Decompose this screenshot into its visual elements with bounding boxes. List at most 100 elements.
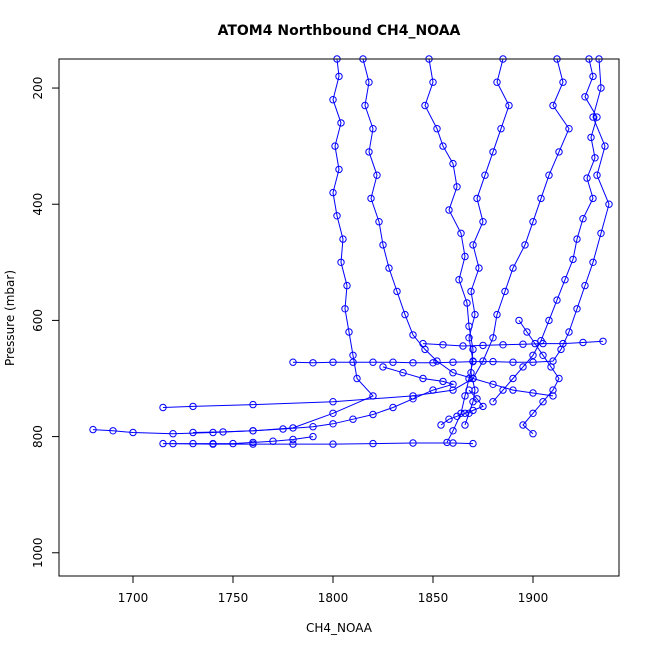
data-point xyxy=(461,252,469,261)
series-line-2 xyxy=(362,58,554,397)
data-point xyxy=(605,200,613,208)
x-axis: 1700 1750 1800 1850 1900 xyxy=(118,575,549,605)
data-point xyxy=(349,415,357,423)
data-point xyxy=(519,363,527,371)
data-point xyxy=(339,235,347,243)
data-point xyxy=(569,255,577,264)
data-point xyxy=(309,423,317,431)
data-point xyxy=(479,341,487,350)
data-point xyxy=(529,351,537,359)
data-point xyxy=(329,420,337,428)
data-point xyxy=(471,310,479,319)
data-point xyxy=(529,409,537,417)
data-point xyxy=(553,296,561,304)
data-point xyxy=(529,218,537,226)
data-point xyxy=(409,392,417,400)
data-point xyxy=(189,402,197,411)
data-point xyxy=(489,148,497,156)
data-point xyxy=(189,439,197,448)
data-point xyxy=(433,357,441,365)
data-point xyxy=(461,409,469,417)
chart-title: ATOM4 Northbound CH4_NOAA xyxy=(218,23,461,39)
data-point xyxy=(329,358,337,366)
data-point xyxy=(389,403,397,412)
data-point xyxy=(589,72,597,81)
data-point xyxy=(289,440,297,448)
data-point xyxy=(539,398,547,406)
data-point xyxy=(375,218,383,226)
data-point xyxy=(479,402,487,411)
data-point xyxy=(309,359,317,367)
data-point xyxy=(249,427,257,435)
data-point xyxy=(469,241,477,249)
data-point xyxy=(439,341,447,349)
data-point xyxy=(475,264,483,272)
data-point xyxy=(469,357,477,366)
data-point xyxy=(599,337,607,345)
plot-frame xyxy=(58,58,620,577)
data-point xyxy=(489,398,497,406)
data-point xyxy=(249,400,257,409)
data-point xyxy=(469,345,477,354)
data-point xyxy=(559,339,567,348)
data-point xyxy=(335,165,343,174)
data-point xyxy=(555,374,563,383)
data-point xyxy=(379,241,387,249)
data-point xyxy=(353,374,361,383)
data-point xyxy=(549,386,557,394)
data-point xyxy=(169,439,177,448)
data-point xyxy=(329,96,337,104)
data-point xyxy=(409,439,417,447)
data-point xyxy=(367,194,375,203)
data-point xyxy=(473,395,481,403)
data-point xyxy=(343,281,351,290)
y-axis: 200 400 600 800 1000 xyxy=(31,77,60,568)
data-point xyxy=(465,386,473,394)
data-point xyxy=(493,78,501,86)
data-point xyxy=(509,264,517,272)
data-point xyxy=(449,159,457,168)
y-tick-label: 1000 xyxy=(31,537,45,568)
data-point xyxy=(593,113,601,121)
data-point xyxy=(509,374,517,383)
data-point xyxy=(593,171,601,179)
data-point xyxy=(453,183,461,191)
data-point xyxy=(449,439,457,447)
data-point xyxy=(529,358,537,366)
data-point xyxy=(329,398,337,406)
data-point xyxy=(479,357,487,365)
data-point xyxy=(529,389,537,397)
data-point xyxy=(349,358,357,366)
data-point xyxy=(329,440,337,448)
series-line-9 xyxy=(422,340,604,347)
data-point xyxy=(429,386,437,394)
data-point xyxy=(419,374,427,383)
series-line-3 xyxy=(424,58,476,426)
data-point xyxy=(519,421,527,429)
data-point xyxy=(279,425,287,433)
data-point xyxy=(89,425,97,434)
data-point xyxy=(459,342,467,350)
y-tick-label: 600 xyxy=(31,309,45,332)
series-line-10 xyxy=(192,366,455,433)
data-point xyxy=(169,430,177,438)
data-point xyxy=(581,93,589,101)
data-point xyxy=(409,331,417,339)
series-line-4 xyxy=(446,58,510,443)
data-point xyxy=(545,316,553,325)
data-point xyxy=(465,334,473,342)
series-line-5 xyxy=(162,58,570,408)
data-point xyxy=(501,287,509,296)
data-point xyxy=(429,359,437,367)
data-point xyxy=(469,439,477,448)
data-point xyxy=(537,194,545,203)
data-point xyxy=(409,395,417,403)
x-tick-label: 1900 xyxy=(518,591,549,605)
data-point xyxy=(555,148,563,156)
data-point xyxy=(539,339,547,348)
data-point xyxy=(573,305,581,313)
data-point xyxy=(309,432,317,441)
data-point xyxy=(531,339,539,348)
data-point xyxy=(465,322,473,330)
